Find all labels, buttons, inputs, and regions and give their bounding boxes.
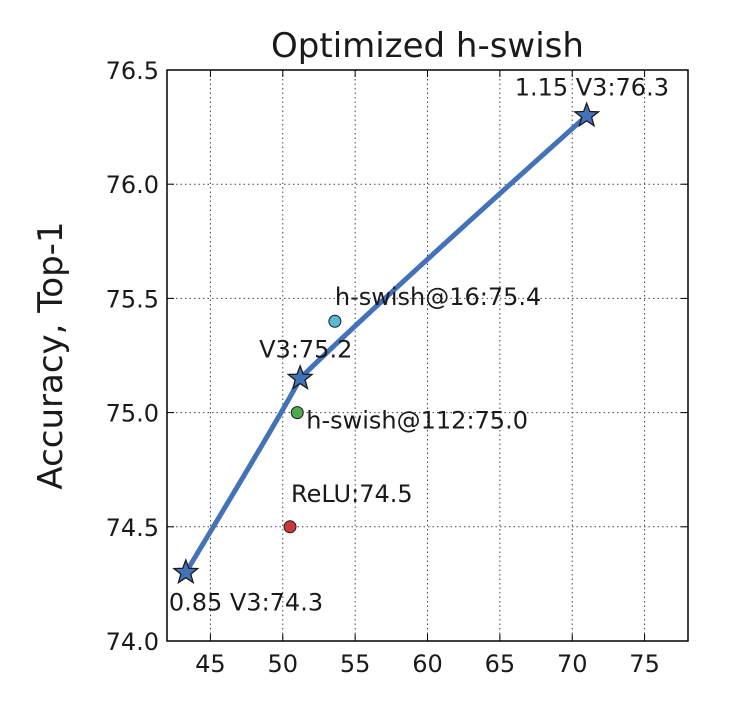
y-tick-label: 74.5 [106, 514, 159, 542]
y-tick-label: 74.0 [106, 628, 159, 656]
x-tick-label: 50 [268, 650, 299, 678]
x-tick-label: 75 [629, 650, 660, 678]
data-points [172, 101, 601, 585]
point-label: h-swish@16:75.4 [335, 283, 541, 311]
point-label: h-swish@112:75.0 [306, 407, 528, 435]
y-tick-label: 76.0 [106, 171, 159, 199]
point-label: ReLU:74.5 [291, 480, 413, 508]
x-tick-label: 45 [195, 650, 226, 678]
point-label: 0.85 V3:74.3 [169, 588, 323, 616]
point-label: 1.15 V3:76.3 [515, 74, 669, 102]
y-ticks: 74.0 74.5 75.0 75.5 76.0 76.5 [106, 57, 688, 656]
x-tick-label: 60 [412, 650, 443, 678]
y-tick-label: 75.0 [106, 400, 159, 428]
x-tick-label: 70 [557, 650, 588, 678]
series-line [183, 113, 590, 575]
x-tick-label: 65 [485, 650, 516, 678]
y-tick-label: 75.5 [106, 285, 159, 313]
circle-marker [328, 314, 342, 328]
star-marker [573, 101, 601, 128]
plot-frame [166, 69, 689, 642]
chart-title: Optimized h-swish [271, 26, 584, 66]
y-tick-label: 76.5 [106, 57, 159, 85]
circle-marker [283, 520, 297, 534]
star-marker [172, 558, 200, 585]
x-tick-label: 55 [340, 650, 371, 678]
star-marker [286, 363, 314, 390]
circle-marker [290, 406, 304, 420]
y-axis-label: Accuracy, Top-1 [31, 221, 71, 489]
grid [167, 70, 688, 641]
point-label: V3:75.2 [259, 335, 352, 363]
x-ticks: 45 50 55 60 65 70 75 [195, 70, 660, 678]
annotations: 0.85 V3:74.3 V3:75.2 1.15 V3:76.3 h-swish@1… [169, 74, 669, 617]
series-path [183, 113, 590, 575]
